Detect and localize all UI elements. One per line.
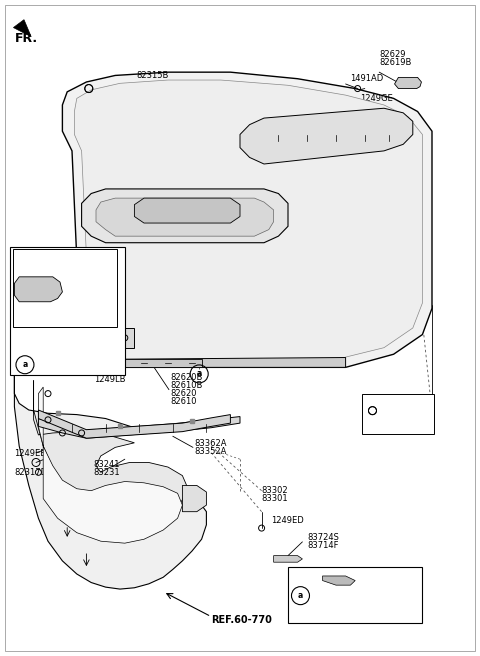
Text: a: a [298, 591, 303, 600]
Polygon shape [182, 485, 206, 512]
Text: 83724S: 83724S [307, 533, 339, 543]
Text: 82629: 82629 [379, 50, 406, 59]
Text: 82317D: 82317D [14, 468, 48, 477]
Polygon shape [14, 374, 206, 589]
Polygon shape [323, 576, 355, 585]
Text: 82610B: 82610B [170, 381, 203, 390]
Text: 82610: 82610 [170, 397, 197, 406]
Text: 82313F: 82313F [366, 417, 397, 426]
Text: 93582A: 93582A [19, 317, 51, 326]
Text: 93581F: 93581F [39, 268, 71, 277]
Text: 93580R: 93580R [24, 338, 56, 347]
Bar [13, 249, 117, 327]
Polygon shape [14, 277, 62, 302]
Polygon shape [74, 80, 422, 359]
Bar [10, 247, 125, 375]
Polygon shape [13, 20, 31, 37]
Text: a: a [197, 369, 202, 379]
Bar [362, 394, 434, 434]
Text: 1249EE: 1249EE [14, 449, 46, 459]
Text: 83231: 83231 [94, 468, 120, 477]
Polygon shape [62, 72, 432, 367]
Polygon shape [96, 359, 202, 367]
Polygon shape [82, 189, 288, 243]
Text: 1491AD: 1491AD [350, 74, 384, 83]
Polygon shape [34, 380, 187, 535]
Polygon shape [91, 328, 134, 348]
Text: H83912: H83912 [310, 590, 348, 601]
Bar [288, 567, 422, 623]
Polygon shape [134, 198, 240, 223]
Polygon shape [274, 556, 302, 562]
Text: 93580L: 93580L [24, 346, 55, 355]
Text: 82620B: 82620B [170, 373, 203, 382]
Text: 82314B: 82314B [366, 398, 398, 407]
Text: FR.: FR. [14, 31, 37, 45]
Text: 83302: 83302 [262, 486, 288, 495]
Text: 1249LB: 1249LB [94, 375, 125, 384]
Text: 83301: 83301 [262, 494, 288, 503]
Text: 83352A: 83352A [194, 447, 227, 456]
Text: 93582B: 93582B [19, 309, 51, 318]
Text: 83241: 83241 [94, 460, 120, 469]
Polygon shape [38, 410, 230, 438]
Text: 82315B: 82315B [137, 71, 169, 80]
Polygon shape [240, 108, 413, 164]
Text: 82314B: 82314B [366, 398, 398, 407]
Text: 82313F: 82313F [366, 417, 397, 426]
Text: 83714F: 83714F [307, 541, 339, 550]
Text: 1249ED: 1249ED [271, 516, 304, 525]
Polygon shape [96, 198, 274, 236]
Polygon shape [38, 387, 182, 543]
Text: 82619B: 82619B [379, 58, 411, 67]
Text: 82620: 82620 [170, 389, 197, 398]
Polygon shape [38, 417, 240, 438]
Polygon shape [395, 77, 421, 89]
Polygon shape [82, 358, 346, 367]
Text: a: a [23, 360, 27, 369]
Text: 1249GE: 1249GE [360, 94, 393, 103]
Text: REF.60-770: REF.60-770 [211, 615, 272, 625]
Text: 83362A: 83362A [194, 439, 227, 448]
